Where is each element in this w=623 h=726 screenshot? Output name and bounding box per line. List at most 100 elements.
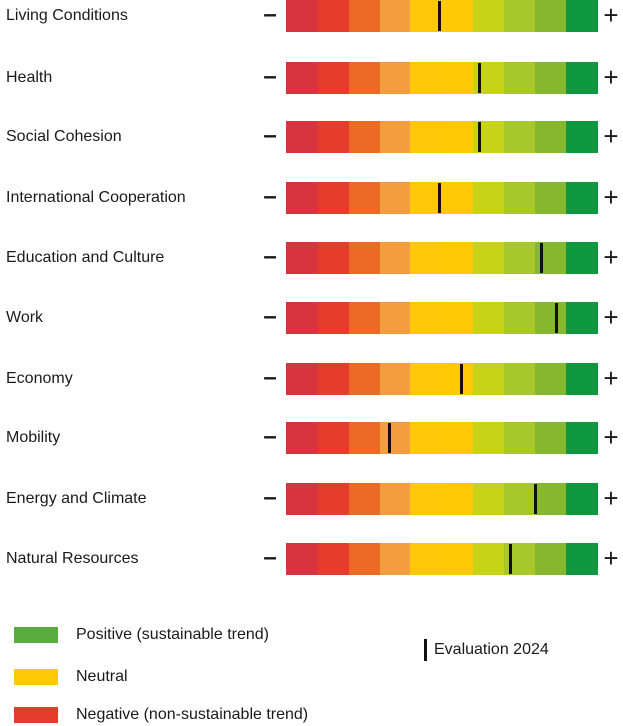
evaluation-marker	[539, 243, 543, 273]
scale-bar	[286, 182, 598, 214]
row-label: Energy and Climate	[6, 490, 147, 507]
scale-segment	[410, 363, 443, 395]
scale-segment	[318, 242, 349, 274]
scale-segment	[473, 363, 504, 395]
scale-segment	[504, 0, 535, 32]
scale-segment	[473, 182, 504, 214]
plus-sign: +	[603, 242, 619, 272]
minus-sign: –	[263, 122, 277, 149]
scale-segment	[286, 0, 318, 32]
legend-label-neutral: Neutral	[76, 668, 128, 685]
scale-segment	[535, 302, 566, 334]
scale-segment	[443, 242, 473, 274]
scale-segment	[566, 363, 598, 395]
legend-marker-icon	[424, 639, 427, 661]
scale-segment	[380, 182, 410, 214]
scale-segment	[410, 483, 443, 515]
scale-segment	[443, 363, 473, 395]
scale-segment	[473, 302, 504, 334]
scale-segment	[443, 182, 473, 214]
scale-segment	[443, 121, 473, 153]
scale-segment	[473, 242, 504, 274]
minus-sign: –	[263, 243, 277, 270]
evaluation-marker	[555, 303, 559, 333]
scale-segment	[473, 543, 504, 575]
scale-segment	[286, 483, 318, 515]
scale-segment	[473, 483, 504, 515]
scale-bar	[286, 302, 598, 334]
chart-row: Economy – +	[0, 363, 623, 395]
scale-segment	[349, 483, 380, 515]
row-label: Education and Culture	[6, 249, 165, 266]
scale-segment	[504, 363, 535, 395]
evaluation-marker	[477, 122, 481, 152]
scale-segment	[566, 242, 598, 274]
scale-segment	[566, 121, 598, 153]
scale-bar	[286, 242, 598, 274]
scale-segment	[535, 0, 566, 32]
scale-segment	[318, 0, 349, 32]
minus-sign: –	[263, 484, 277, 511]
minus-sign: –	[263, 423, 277, 450]
chart-row: Work – +	[0, 302, 623, 334]
legend-label-negative: Negative (non-sustainable trend)	[76, 706, 309, 723]
scale-segment	[318, 62, 349, 94]
scale-segment	[566, 182, 598, 214]
scale-segment	[318, 302, 349, 334]
scale-segment	[349, 543, 380, 575]
scale-segment	[504, 121, 535, 153]
scale-segment	[349, 0, 380, 32]
scale-segment	[566, 62, 598, 94]
chart-row: International Cooperation – +	[0, 182, 623, 214]
scale-segment	[286, 62, 318, 94]
scale-segment	[349, 363, 380, 395]
scale-segment	[410, 62, 443, 94]
scale-segment	[286, 363, 318, 395]
scale-segment	[535, 62, 566, 94]
scale-segment	[535, 121, 566, 153]
plus-sign: +	[603, 302, 619, 332]
scale-segment	[535, 483, 566, 515]
chart-row: Social Cohesion – +	[0, 121, 623, 153]
scale-segment	[504, 302, 535, 334]
scale-segment	[318, 543, 349, 575]
evaluation-marker	[459, 364, 463, 394]
chart-row: Mobility – +	[0, 422, 623, 454]
scale-segment	[380, 363, 410, 395]
scale-segment	[410, 422, 443, 454]
legend-swatch-negative	[14, 707, 58, 723]
chart-row: Education and Culture – +	[0, 242, 623, 274]
legend-swatch-positive	[14, 627, 58, 643]
evaluation-marker	[533, 484, 537, 514]
scale-segment	[504, 483, 535, 515]
scale-segment	[380, 242, 410, 274]
scale-segment	[286, 242, 318, 274]
scale-segment	[349, 182, 380, 214]
scale-segment	[380, 0, 410, 32]
minus-sign: –	[263, 364, 277, 391]
scale-segment	[443, 0, 473, 32]
scale-segment	[349, 422, 380, 454]
chart-row: Living Conditions – +	[0, 0, 623, 32]
scale-segment	[380, 302, 410, 334]
chart-row: Natural Resources – +	[0, 543, 623, 575]
scale-segment	[535, 363, 566, 395]
plus-sign: +	[603, 182, 619, 212]
scale-segment	[410, 182, 443, 214]
plus-sign: +	[603, 0, 619, 30]
plus-sign: +	[603, 363, 619, 393]
scale-segment	[443, 302, 473, 334]
scale-bar	[286, 483, 598, 515]
scale-bar	[286, 121, 598, 153]
scale-segment	[286, 543, 318, 575]
scale-segment	[318, 363, 349, 395]
scale-segment	[473, 0, 504, 32]
scale-segment	[349, 62, 380, 94]
scale-segment	[318, 121, 349, 153]
scale-segment	[410, 121, 443, 153]
scale-bar	[286, 363, 598, 395]
scale-segment	[410, 242, 443, 274]
minus-sign: –	[263, 63, 277, 90]
scale-segment	[443, 543, 473, 575]
plus-sign: +	[603, 422, 619, 452]
